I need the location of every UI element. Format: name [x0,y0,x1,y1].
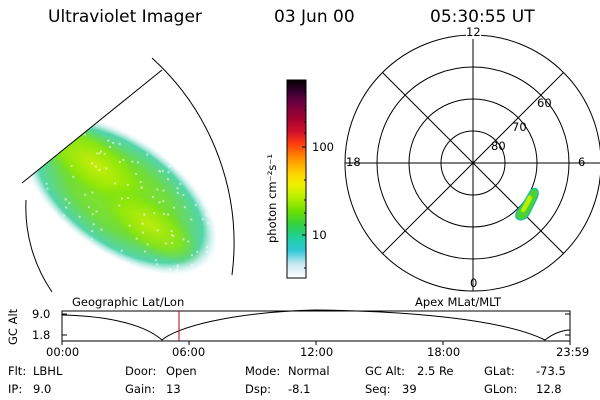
info-flt-value: LBHL [33,364,63,378]
info-ip-label: IP: [8,382,23,396]
info-dsp-label: Dsp: [245,382,272,396]
polar-lat-60: 60 [537,96,552,110]
polar-plot [344,34,600,292]
apex-title: Apex MLat/MLT [415,295,502,309]
info-glat-label: GLat: [484,364,515,378]
colorbar-tick-10: 10 [312,228,327,242]
info-gcalt-value: 2.5 Re [417,364,454,378]
info-door-label: Door: [125,364,157,378]
altitude-xtick-0000: 00:00 [46,345,80,359]
altitude-xtick-1800: 18:00 [427,345,461,359]
polar-mlt-18: 18 [346,155,361,169]
colorbar-tick-100: 100 [312,140,334,154]
colorbar [286,79,307,279]
info-seq-value: 39 [402,382,417,396]
geographic-title: Geographic Lat/Lon [72,295,185,309]
polar-mlt-12: 12 [466,25,481,39]
info-gain-label: Gain: [125,382,156,396]
info-dsp-value: -8.1 [288,382,311,396]
polar-lat-80: 80 [491,139,506,153]
altitude-ylabel: GC Alt [6,308,20,345]
info-mode-value: Normal [288,364,330,378]
altitude-ytick-1-8: 1.8 [32,328,51,342]
altitude-xtick-0600: 06:00 [172,345,206,359]
info-seq-label: Seq: [365,382,391,396]
date-label: 03 Jun 00 [274,7,355,27]
info-gain-value: 13 [166,382,181,396]
time-label: 05:30:55 UT [430,7,535,27]
info-mode-label: Mode: [245,364,281,378]
info-glon-value: 12.8 [536,382,562,396]
altitude-ytick-9: 9.0 [32,307,51,321]
info-door-value: Open [166,364,197,378]
instrument-title: Ultraviolet Imager [48,7,202,27]
info-flt-label: Flt: [8,364,27,378]
altitude-xtick-2359: 23:59 [556,345,590,359]
info-glon-label: GLon: [484,382,518,396]
geographic-image [20,80,234,291]
geographic-grid [21,57,235,293]
polar-mlt-6: 6 [578,155,586,169]
info-gcalt-label: GC Alt: [365,364,406,378]
info-ip-value: 9.0 [33,382,52,396]
polar-lat-70: 70 [512,120,527,134]
altitude-xtick-1200: 12:00 [300,345,334,359]
altitude-curve [61,309,571,341]
info-glat-value: -73.5 [536,364,566,378]
polar-mlt-0: 0 [470,276,478,290]
colorbar-label: photon cm⁻²s⁻¹ [265,154,279,243]
